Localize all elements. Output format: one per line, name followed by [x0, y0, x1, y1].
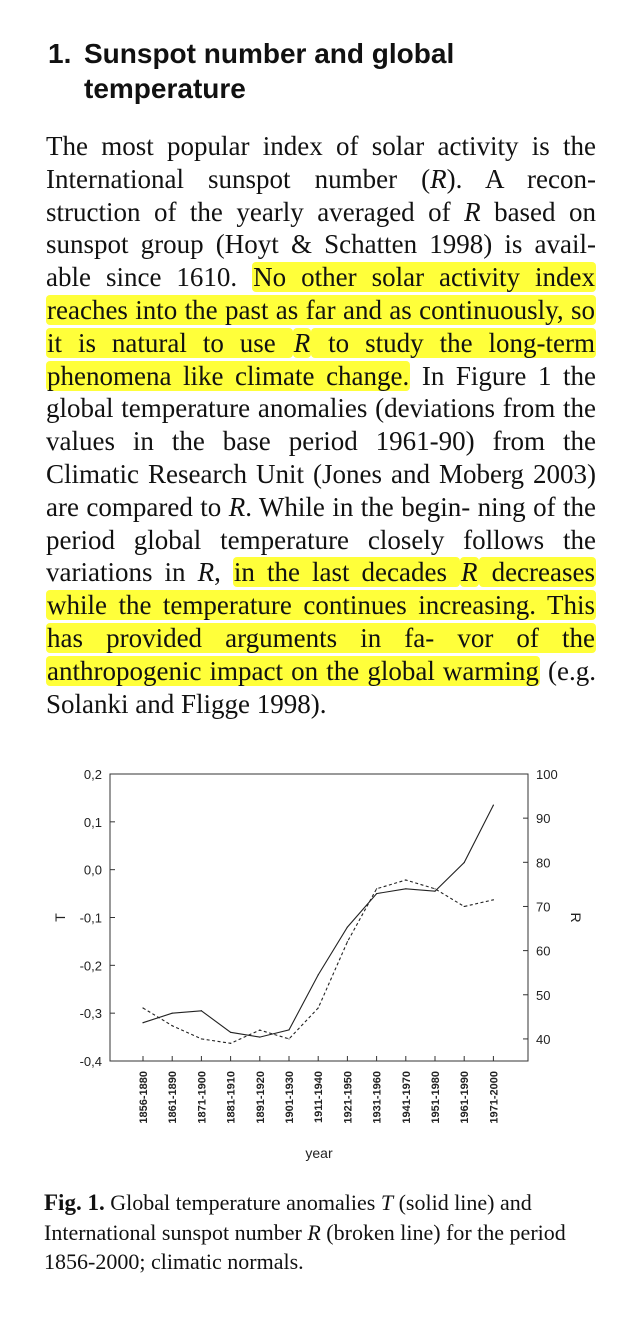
x-tick-label: 1971-2000 — [488, 1071, 500, 1124]
y-axis-right-title: R — [568, 912, 584, 922]
paragraph-run: R — [228, 491, 246, 522]
paragraph-run: R — [197, 557, 215, 588]
data-point-R — [200, 1038, 202, 1040]
x-tick-label: 1891-1920 — [255, 1071, 267, 1124]
sunspot-temperature-chart: 0,2 0,1 0,0 -0,1 -0,2 -0,3 -0,4 100 90 80 70 60 50 40… — [52, 767, 584, 1161]
right-tick-label: 70 — [536, 899, 550, 914]
left-tick-label: 0,1 — [84, 815, 102, 830]
x-tick-label: 1921-1950 — [342, 1071, 354, 1124]
data-point-R — [376, 888, 378, 890]
paragraph-run: R — [464, 196, 481, 227]
data-point-R — [317, 1007, 319, 1009]
left-tick-label: -0,3 — [80, 1006, 102, 1021]
x-tick-label: 1931-1960 — [372, 1071, 384, 1124]
section-title-line2: temperature — [84, 73, 246, 104]
figure-1: 0,2 0,1 0,0 -0,1 -0,2 -0,3 -0,4 100 90 80 70 60 50 40… — [48, 760, 608, 1180]
data-point-R — [405, 879, 407, 881]
x-tick-label: 1881-1910 — [226, 1071, 238, 1124]
caption-label: Fig. 1. — [44, 1190, 105, 1215]
paragraph-run: , — [214, 557, 233, 588]
data-point-T — [376, 892, 378, 895]
data-point-R — [288, 1038, 290, 1040]
paragraph-run: ). A recon- struction of the yearly aver… — [46, 163, 596, 227]
paragraph-run: In Figure 1 the global temperature anoma… — [46, 360, 596, 522]
data-point-R — [346, 941, 348, 943]
right-tick-label: 80 — [536, 855, 550, 870]
caption-run: Global temperature anomalies — [104, 1190, 381, 1215]
data-point-T — [434, 890, 436, 892]
data-point-R — [259, 1029, 261, 1031]
x-tick-label: 1871-1900 — [196, 1071, 208, 1124]
y-axis-left-title: T — [52, 913, 68, 922]
paragraph-run: R — [461, 557, 478, 588]
x-tick-label: 1961-1990 — [459, 1071, 471, 1124]
data-point-R — [463, 905, 465, 908]
body-paragraph: The most popular index of solar activity… — [46, 130, 597, 720]
x-tick-label: 1861-1890 — [167, 1071, 179, 1124]
paragraph-run: . While in the begin- ning of the period… — [46, 491, 596, 588]
data-point-T — [230, 1031, 232, 1033]
highlighted-text: R — [292, 327, 312, 358]
data-point-T — [259, 1036, 261, 1038]
data-point-R — [171, 1025, 173, 1027]
data-point-T — [200, 1010, 202, 1012]
section-number: 1. — [48, 38, 72, 69]
data-point-T — [492, 804, 494, 806]
caption-run: (solid line) and International sunspot n… — [44, 1190, 532, 1245]
x-tick-label: 1901-1930 — [284, 1071, 296, 1124]
paragraph-run: decreases while the temperature continue… — [47, 557, 595, 686]
caption-run: (broken line) for the period 1856-2000; … — [44, 1219, 566, 1275]
x-tick-label: 1856-1880 — [138, 1071, 150, 1124]
right-tick-label: 100 — [536, 767, 558, 782]
series-line-R — [142, 879, 494, 1044]
highlighted-text: in the last decades — [232, 557, 461, 588]
paragraph-run: The most popular index of solar activity… — [46, 131, 596, 194]
data-point-R — [434, 888, 436, 890]
x-axis-title: year — [305, 1145, 333, 1161]
paragraph-run: in the last decades — [233, 557, 460, 588]
data-point-T — [346, 926, 348, 928]
section-title-line1: Sunspot number and global — [84, 38, 455, 69]
right-tick-label: 40 — [536, 1032, 550, 1047]
caption-text: Global temperature anomalies T (solid li… — [44, 1190, 566, 1274]
paragraph-run: R — [430, 163, 447, 194]
data-point-T — [142, 1022, 144, 1024]
left-tick-label: 0,0 — [84, 863, 102, 878]
data-point-T — [288, 1029, 290, 1031]
x-tick-label: 1911-1940 — [313, 1071, 325, 1123]
paragraph-run: R — [293, 327, 311, 358]
caption-run: R — [307, 1219, 321, 1245]
data-point-T — [463, 861, 465, 864]
right-tick-label: 60 — [536, 944, 550, 959]
series-line-T — [142, 804, 494, 1038]
figure-caption: Fig. 1. Global temperature anomalies T (… — [44, 1188, 600, 1277]
data-point-T — [405, 888, 407, 890]
x-tick-label: 1951-1980 — [430, 1071, 442, 1124]
data-point-T — [171, 1012, 173, 1014]
right-tick-label: 90 — [536, 811, 550, 826]
data-point-R — [142, 1007, 144, 1009]
data-point-T — [317, 974, 319, 976]
left-tick-label: -0,4 — [80, 1054, 102, 1069]
paragraph-run: (e.g. Solanki and Fligge 1998). — [46, 655, 596, 719]
paragraph-run: No other solar activity index reaches in… — [47, 262, 596, 358]
right-tick-label: 50 — [536, 988, 550, 1003]
caption-run: T — [380, 1190, 394, 1215]
left-tick-label: -0,2 — [80, 958, 102, 973]
data-point-R — [492, 899, 494, 901]
paragraph-run: based on sunspot group (Hoyt & Schatten … — [46, 196, 597, 293]
plot-frame — [109, 773, 529, 1062]
section-heading: 1. Sunspot number and global temperature — [48, 36, 608, 106]
left-tick-label: 0,2 — [84, 767, 102, 782]
x-tick-label: 1941-1970 — [401, 1071, 413, 1124]
data-point-R — [230, 1042, 232, 1044]
left-tick-label: -0,1 — [80, 911, 102, 926]
paragraph-run: to study the long-term phenomena like cl… — [47, 327, 596, 391]
highlighted-text: R — [460, 557, 479, 588]
